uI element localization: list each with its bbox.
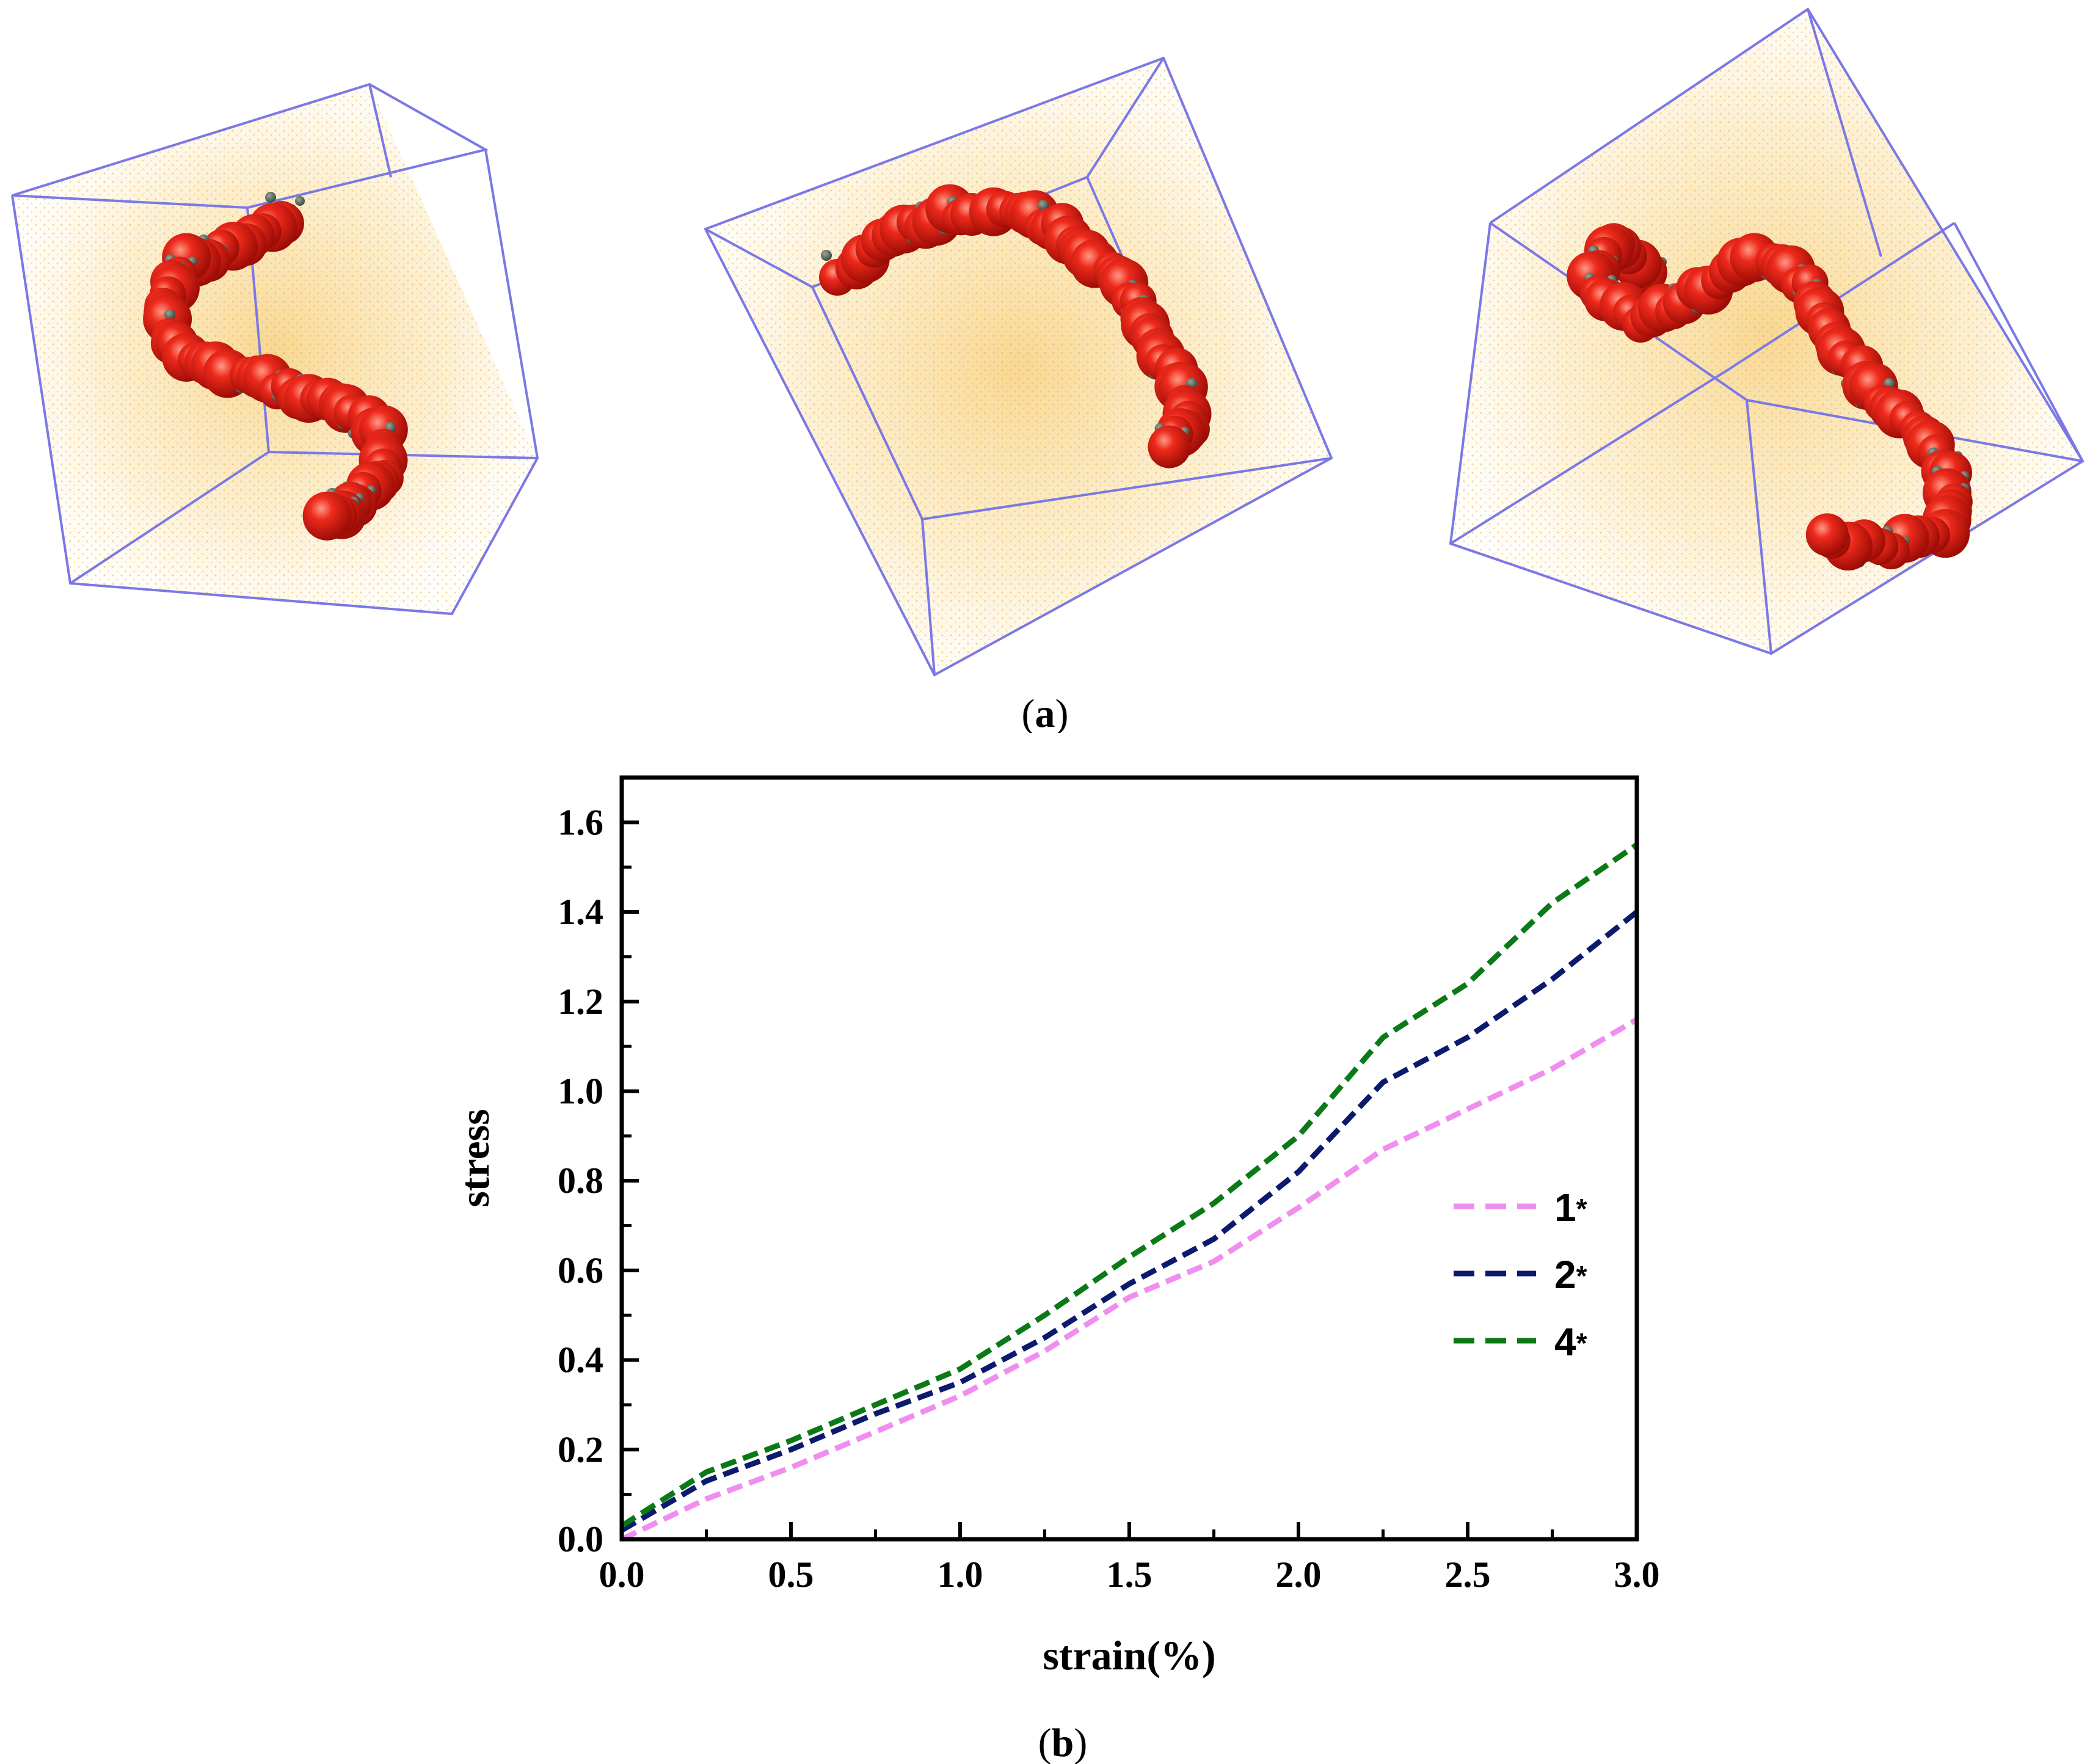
- plot-frame: [619, 775, 1639, 1542]
- y-tick-labels: 0.0 0.2 0.4 0.6 0.8 1.0 1.2 1.4 1.6: [558, 802, 603, 1559]
- small-bead: [821, 250, 832, 261]
- simulation-box-3: [1449, 7, 2085, 655]
- panel-a-caption-letter: a: [1035, 691, 1055, 733]
- large-bead: [1805, 513, 1849, 556]
- y-tick-label: 0.8: [558, 1161, 603, 1201]
- y-tick-label: 1.4: [558, 892, 603, 932]
- y-tick-label: 0.4: [558, 1340, 603, 1380]
- polymer-chain-2: [819, 184, 1212, 468]
- ticks-layer: [620, 820, 1639, 1541]
- legend-label-2: 2*: [1554, 1253, 1587, 1297]
- y-tick-label: 0.0: [558, 1519, 603, 1559]
- polymer-chain-3: [1567, 223, 1973, 570]
- y-tick-label: 0.2: [558, 1429, 603, 1470]
- small-bead: [164, 309, 175, 320]
- legend-star: *: [1576, 1260, 1587, 1292]
- panel-a-caption: (a): [1022, 691, 1069, 733]
- x-axis-label: strain(%): [1043, 1632, 1215, 1678]
- legend-star: *: [1576, 1327, 1587, 1359]
- large-bead: [302, 491, 352, 541]
- legend-number: 4: [1554, 1320, 1576, 1364]
- x-tick-label: 2.0: [1276, 1554, 1322, 1595]
- x-tick-label: 0.0: [599, 1554, 645, 1595]
- panel-b-caption-letter: b: [1052, 1721, 1074, 1764]
- panel-a: (a): [11, 7, 2085, 733]
- x-tick-label: 3.0: [1614, 1554, 1660, 1595]
- x-tick-labels: 0.0 0.5 1.0 1.5 2.0 2.5 3.0: [599, 1554, 1660, 1595]
- legend-number: 2: [1554, 1253, 1576, 1297]
- legend-label-3: 4*: [1554, 1320, 1587, 1364]
- small-bead: [1038, 200, 1049, 211]
- legend-star: *: [1576, 1193, 1587, 1225]
- x-tick-label: 1.5: [1107, 1554, 1152, 1595]
- box-1-edges: [11, 82, 539, 616]
- y-tick-label: 1.2: [558, 982, 603, 1022]
- legend-label-1: 1*: [1554, 1186, 1587, 1230]
- x-tick-label: 1.0: [938, 1554, 983, 1595]
- series-line-3: [620, 842, 1639, 1528]
- simulation-box-2: [704, 56, 1333, 677]
- small-bead: [295, 196, 305, 206]
- panel-b-chart: 0.0 0.5 1.0 1.5 2.0 2.5 3.0 0.0 0.2 0.4 0.6 0.8 1.0…: [451, 775, 1660, 1764]
- y-tick-label: 1.6: [558, 802, 603, 842]
- series-line-2: [620, 909, 1639, 1533]
- panel-b-caption-close: ): [1074, 1721, 1087, 1764]
- series-layer: [620, 842, 1639, 1542]
- panel-b-caption: (b): [1038, 1721, 1088, 1764]
- y-tick-label: 0.6: [558, 1250, 603, 1291]
- panel-a-caption-close: ): [1055, 691, 1069, 733]
- simulation-box-1: [11, 82, 539, 616]
- panel-b-caption-open: (: [1038, 1721, 1052, 1764]
- legend: 1*2*4*: [1454, 1186, 1587, 1364]
- panel-a-caption-open: (: [1022, 691, 1035, 733]
- polymer-chain-1: [143, 192, 408, 541]
- small-bead: [265, 192, 276, 203]
- series-line-1: [621, 1017, 1639, 1542]
- y-axis-label: stress: [451, 1109, 498, 1207]
- y-tick-label: 1.0: [558, 1071, 603, 1111]
- x-tick-label: 0.5: [768, 1554, 814, 1595]
- legend-number: 1: [1554, 1186, 1576, 1230]
- large-bead: [1148, 425, 1191, 468]
- x-tick-label: 2.5: [1445, 1554, 1491, 1595]
